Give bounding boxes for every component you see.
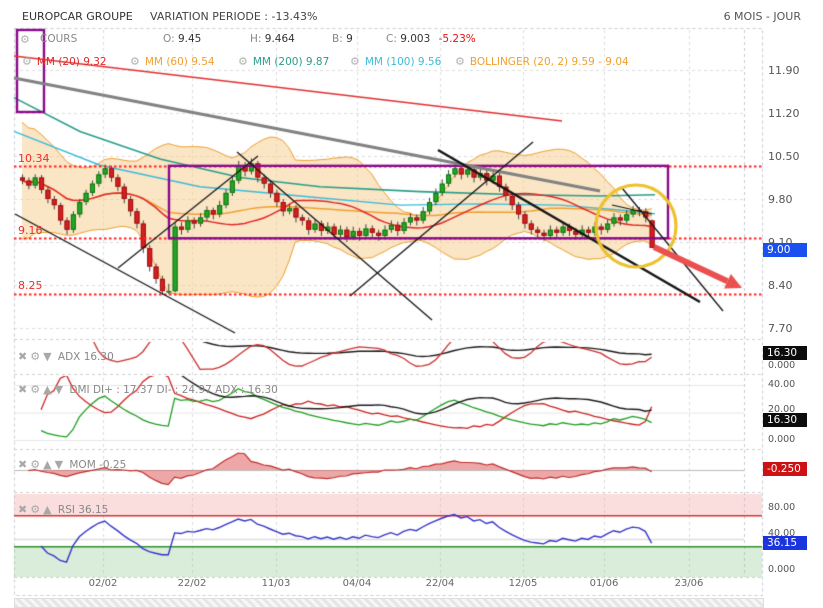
legend-item-0: ⚙ MM (20) 9.32 [22, 55, 107, 68]
panel-axis-label: 40.00 [768, 379, 796, 390]
horizontal-scrollbar[interactable] [14, 598, 764, 608]
panel-header-rsi: ✖ ⚙ ▲ RSI 36.15 [18, 498, 108, 517]
field-key: B: [332, 33, 347, 45]
field-value: 9.45 [177, 33, 202, 45]
panel-value-badge-mom: -0.250 [763, 462, 807, 476]
date-tick-label[interactable]: 12/05 [508, 578, 538, 589]
panel-header-dmi: ✖ ⚙ ▲ ▼ DMI DI+ : 17.37 DI- : 24.97 ADX : 1… [18, 378, 278, 397]
date-tick-label[interactable]: 23/06 [674, 578, 704, 589]
last-price-badge: 9.00 [763, 243, 807, 257]
gear-icon[interactable]: ⚙ [130, 55, 140, 68]
panel-title-mom: MOM -0.25 [66, 459, 127, 471]
gear-icon[interactable]: ⚙ [455, 55, 465, 68]
price-tick-label: 9.80 [768, 193, 793, 206]
level-label: 9.16 [18, 224, 43, 237]
panel-gear-icon[interactable]: ⚙ [30, 350, 41, 363]
level-label: 8.25 [18, 279, 43, 292]
indicator-label: MM (20) 9.32 [36, 56, 107, 68]
field-value: 9 [346, 33, 353, 45]
cours-label: COURS [40, 33, 78, 45]
price-tick-label: 8.40 [768, 279, 793, 292]
date-tick-label[interactable]: 01/06 [589, 578, 619, 589]
panel-close-icon[interactable]: ✖ [18, 503, 28, 516]
indicator-label: MM (60) 9.54 [144, 56, 215, 68]
date-tick-label[interactable]: 02/02 [88, 578, 118, 589]
instrument-title: EUROPCAR GROUPE [22, 10, 133, 23]
panel-up-icon[interactable]: ▲ [43, 503, 52, 516]
panel-down-icon[interactable]: ▼ [43, 350, 52, 363]
panel-title-rsi: RSI 36.15 [54, 504, 109, 516]
date-tick-label[interactable]: 04/04 [342, 578, 372, 589]
timeframe-label: 6 MOIS - JOUR [723, 10, 801, 23]
panel-axis-label: 20.00 [768, 404, 796, 415]
price-tick-label: 7.70 [768, 322, 793, 335]
field-key: O: [163, 33, 178, 45]
panel-value-badge-rsi: 36.15 [763, 536, 807, 550]
panel-value-badge-dmi: 16.30 [763, 413, 807, 427]
indicator-label: MM (200) 9.87 [252, 56, 330, 68]
panel-title-dmi: DMI DI+ : 17.37 DI- : 24.97 ADX : 16.30 [66, 384, 278, 396]
panel-up-icon[interactable]: ▲ [43, 383, 52, 396]
gear-icon[interactable]: ⚙ [350, 55, 360, 68]
level-label: 10.34 [18, 152, 50, 165]
period-variation-label: VARIATION PERIODE : -13.43% [150, 10, 318, 23]
panel-gear-icon[interactable]: ⚙ [30, 458, 41, 471]
panel-gear-icon[interactable]: ⚙ [30, 503, 41, 516]
panel-close-icon[interactable]: ✖ [18, 458, 28, 471]
panel-axis-label: 0.000 [768, 360, 796, 371]
legend-item-4: ⚙ BOLLINGER (20, 2) 9.59 - 9.04 [455, 55, 629, 68]
panel-axis-label: 80.00 [768, 502, 796, 513]
date-tick-label[interactable]: 22/04 [425, 578, 455, 589]
field-value: 9.464 [264, 33, 295, 45]
panel-header-mom: ✖ ⚙ ▲ ▼ MOM -0.25 [18, 453, 126, 472]
indicator-label: BOLLINGER (20, 2) 9.59 - 9.04 [469, 56, 629, 68]
price-tick-label: 11.20 [768, 107, 800, 120]
panel-close-icon[interactable]: ✖ [18, 383, 28, 396]
panel-down-icon[interactable]: ▼ [54, 383, 64, 396]
quote-field-H: H: 9.464 [250, 33, 295, 45]
price-tick-label: 11.90 [768, 64, 800, 77]
panel-value-badge-adx: 16.30 [763, 346, 807, 360]
quote-change: -5.23% [435, 33, 476, 45]
legend-item-3: ⚙ MM (100) 9.56 [350, 55, 441, 68]
panel-close-icon[interactable]: ✖ [18, 350, 28, 363]
panel-header-adx: ✖ ⚙ ▼ ADX 16.30 [18, 345, 114, 364]
gear-icon[interactable]: ⚙ [20, 33, 30, 46]
price-tick-label: 10.50 [768, 150, 800, 163]
date-tick-label[interactable]: 22/02 [177, 578, 207, 589]
panel-up-icon[interactable]: ▲ [43, 458, 52, 471]
date-tick-label[interactable]: 11/03 [261, 578, 291, 589]
panel-down-icon[interactable]: ▼ [54, 458, 64, 471]
panel-axis-label: 0.000 [768, 564, 796, 575]
legend-item-1: ⚙ MM (60) 9.54 [130, 55, 215, 68]
gear-icon[interactable]: ⚙ [22, 55, 32, 68]
indicator-label: MM (100) 9.56 [364, 56, 442, 68]
quote-field-B: B: 9 [332, 33, 353, 45]
quote-field-O: O: 9.45 [163, 33, 201, 45]
quote-field-C: C: 9.003 -5.23% [386, 33, 476, 45]
field-key: C: [386, 33, 401, 45]
legend-item-2: ⚙ MM (200) 9.87 [238, 55, 329, 68]
panel-title-adx: ADX 16.30 [54, 351, 114, 363]
panel-gear-icon[interactable]: ⚙ [30, 383, 41, 396]
field-key: H: [250, 33, 265, 45]
gear-icon[interactable]: ⚙ [238, 55, 248, 68]
panel-axis-label: 40.00 [768, 528, 796, 539]
panel-axis-label: 0.000 [768, 434, 796, 445]
field-value: 9.003 [400, 33, 431, 45]
